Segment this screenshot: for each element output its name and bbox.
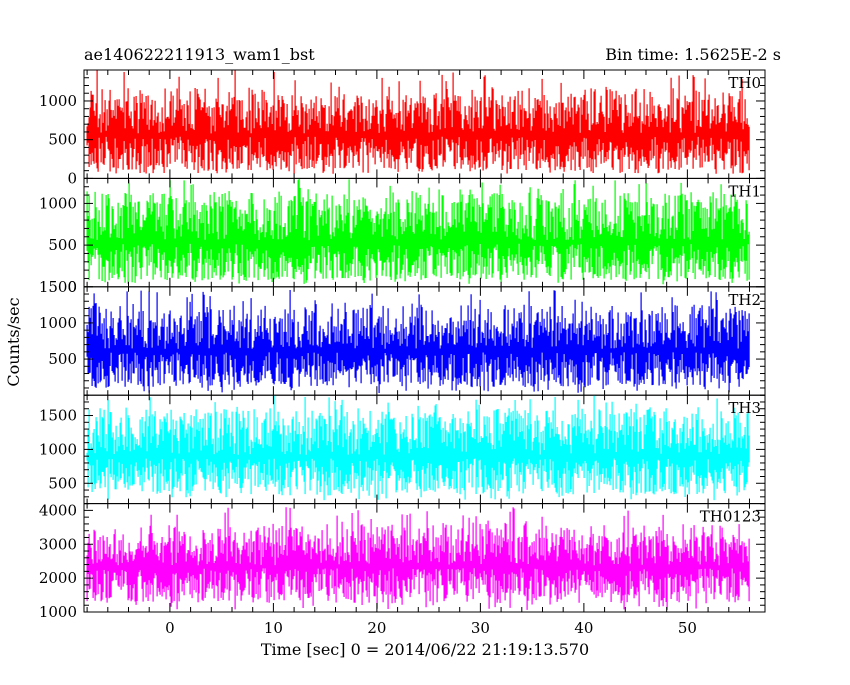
x-tick-label: 10 <box>264 619 283 637</box>
panel-th0123: 1000 2000 3000 4000 TH0123 <box>39 501 766 621</box>
y-tick-label: 1000 <box>39 440 77 458</box>
panel-label-th3: TH3 <box>728 399 761 417</box>
y-tick-label: 0 <box>67 278 77 296</box>
series-th3 <box>86 395 750 501</box>
y-tick-label: 3000 <box>39 535 77 553</box>
y-tick-label: 500 <box>48 474 77 492</box>
series-th1 <box>86 178 750 285</box>
panel-label-th2: TH2 <box>728 291 761 309</box>
y-tick-label: 1000 <box>39 603 77 621</box>
series-th0123 <box>86 507 750 610</box>
y-tick-label: 500 <box>48 131 77 149</box>
y-tick-label: 1000 <box>39 92 77 110</box>
y-axis-title: Counts/sec <box>4 297 23 386</box>
y-tick-label: 1500 <box>39 278 77 296</box>
series-th0 <box>86 70 750 174</box>
y-tick-label: 500 <box>48 236 77 254</box>
panels-layer: 05001000TH005001000TH150010001500TH25001… <box>39 69 766 637</box>
y-tick-label: 4000 <box>39 501 77 519</box>
x-tick-label: 20 <box>367 619 386 637</box>
panel-th1: 0 500 1000 TH1 <box>39 177 766 296</box>
y-tick-label: 1000 <box>39 314 77 332</box>
x-tick-label: 40 <box>574 619 593 637</box>
panel-th2: 500 1000 1500 TH2 <box>39 278 766 396</box>
panel-th0: 0 500 1000 TH0 <box>39 69 766 187</box>
panel-label-th0123: TH0123 <box>700 508 761 526</box>
y-tick-label: 0 <box>67 169 77 187</box>
panel-label-th0: TH0 <box>728 74 761 92</box>
x-tick-label: 30 <box>471 619 490 637</box>
y-tick-label: 1000 <box>39 194 77 212</box>
y-tick-label: 2000 <box>39 569 77 587</box>
x-axis-title: Time [sec] 0 = 2014/06/22 21:19:13.570 <box>261 640 589 659</box>
y-tick-label: 500 <box>48 350 77 368</box>
y-tick-label: 1500 <box>39 407 77 425</box>
chart-title: ae140622211913_wam1_bst <box>84 45 315 64</box>
x-tick-label: 50 <box>678 619 697 637</box>
x-tick-label: 0 <box>165 619 175 637</box>
bin-time-label: Bin time: 1.5625E-2 s <box>605 45 781 64</box>
panel-label-th1: TH1 <box>728 182 761 200</box>
panel-th3: 500 1000 1500 TH3 <box>39 394 766 505</box>
series-th2 <box>86 290 750 393</box>
